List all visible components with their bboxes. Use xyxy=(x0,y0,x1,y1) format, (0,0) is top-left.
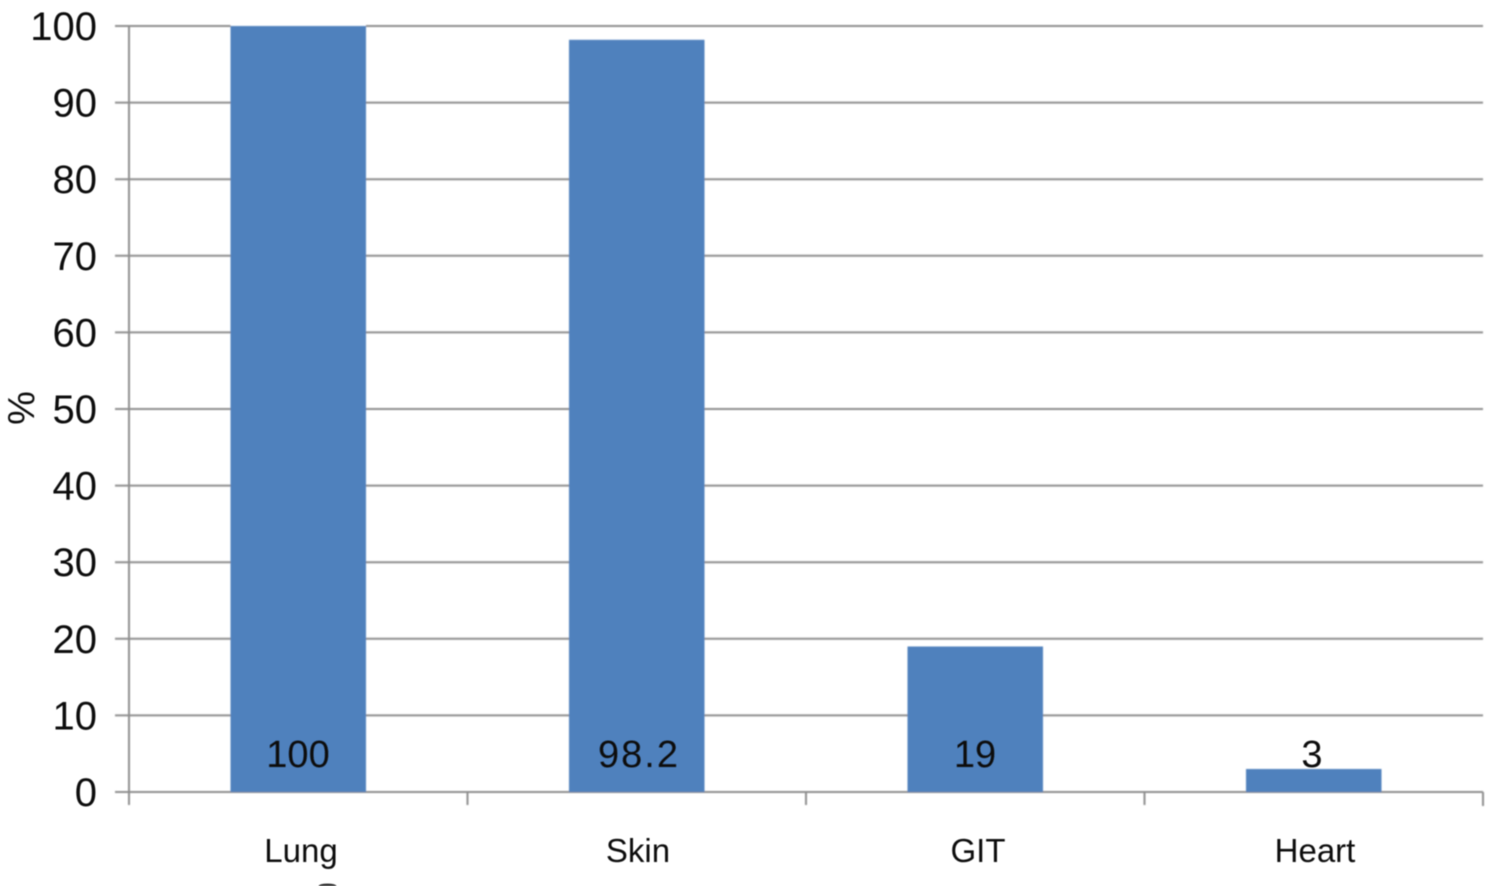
svg-text:%: % xyxy=(1,391,43,425)
svg-text:30: 30 xyxy=(53,541,98,585)
svg-text:10: 10 xyxy=(53,694,98,738)
svg-text:50: 50 xyxy=(53,388,98,432)
svg-text:Lung: Lung xyxy=(264,832,337,869)
svg-text:80: 80 xyxy=(53,158,98,202)
svg-text:70: 70 xyxy=(53,235,98,279)
svg-text:Heart: Heart xyxy=(1275,832,1356,869)
svg-text:20: 20 xyxy=(53,618,98,662)
svg-text:3: 3 xyxy=(1301,734,1322,776)
svg-text:60: 60 xyxy=(53,311,98,355)
svg-text:19: 19 xyxy=(954,734,996,776)
svg-text:98.2: 98.2 xyxy=(598,734,680,776)
svg-text:100: 100 xyxy=(266,734,329,776)
svg-text:90: 90 xyxy=(53,82,98,126)
svg-text:40: 40 xyxy=(53,465,98,509)
svg-text:100: 100 xyxy=(30,5,97,49)
svg-text:0: 0 xyxy=(75,771,97,815)
svg-text:GIT: GIT xyxy=(951,832,1006,869)
svg-text:Skin: Skin xyxy=(606,832,670,869)
